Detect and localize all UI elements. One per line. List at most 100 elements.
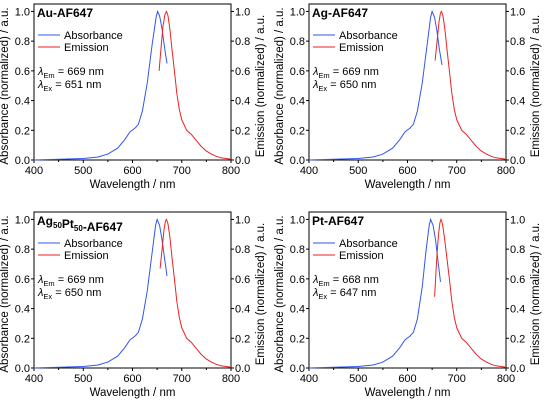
y-right-tick-label: 0.2 (510, 333, 525, 345)
y-left-tick-label: 0.4 (290, 304, 305, 316)
y-right-tick-label: 0.8 (235, 244, 250, 256)
x-tick-label: 400 (300, 373, 318, 385)
y-left-tick-label: 0.2 (15, 125, 30, 137)
x-tick-label: 500 (349, 165, 367, 177)
y-right-tick-label: 1.0 (510, 6, 525, 18)
y-right-tick-label: 0.8 (510, 244, 525, 256)
y-left-tick-label: 0.6 (290, 66, 305, 78)
y-axis-label-left: Absorbance (normalized) / a.u. (274, 7, 286, 164)
panel-title: Pt-AF647 (312, 214, 364, 228)
lambda-ex-annotation: λEx = 651 nm (37, 79, 101, 93)
x-tick-label: 400 (300, 165, 318, 177)
y-axis-label-left: Absorbance (normalized) / a.u. (0, 7, 11, 164)
y-left-tick-label: 0.8 (15, 244, 30, 256)
y-left-tick-label: 0.4 (290, 96, 305, 108)
legend-label-emission: Emission (64, 42, 109, 54)
series-line-absorbance (33, 217, 168, 369)
y-left-tick-label: 0.0 (290, 155, 305, 167)
y-axis-label-right: Emission (normalized) / a.u. (530, 223, 542, 366)
lambda-em-annotation: λEm = 669 nm (37, 274, 104, 288)
x-tick-label: 700 (173, 373, 191, 385)
series-line-absorbance (308, 9, 443, 161)
x-tick-label: 600 (398, 373, 416, 385)
legend-label-emission: Emission (339, 250, 384, 262)
y-right-tick-label: 1.0 (510, 214, 525, 226)
y-left-tick-label: 0.4 (15, 304, 30, 316)
y-axis-label-right: Emission (normalized) / a.u. (530, 15, 542, 158)
y-axis-label-left: Absorbance (normalized) / a.u. (0, 215, 11, 372)
x-tick-label: 700 (173, 165, 191, 177)
series-line-absorbance (33, 9, 168, 161)
x-tick-label: 600 (123, 373, 141, 385)
y-right-tick-label: 0.6 (510, 274, 525, 286)
lambda-em-annotation: λEm = 669 nm (37, 66, 104, 80)
y-right-tick-label: 0.4 (235, 96, 250, 108)
y-left-tick-label: 0.6 (15, 274, 30, 286)
y-left-tick-label: 0.2 (290, 333, 305, 345)
y-axis-label-right: Emission (normalized) / a.u. (255, 223, 267, 366)
lambda-ex-annotation: λEx = 647 nm (312, 287, 376, 301)
y-left-tick-label: 0.2 (15, 333, 30, 345)
y-axis-label-right: Emission (normalized) / a.u. (255, 15, 267, 158)
x-tick-label: 600 (398, 165, 416, 177)
lambda-em-annotation: λEm = 668 nm (312, 274, 379, 288)
y-right-tick-label: 0.4 (510, 96, 525, 108)
series-line-emission (159, 218, 232, 368)
y-right-tick-label: 0.8 (235, 36, 250, 48)
y-left-tick-label: 0.8 (290, 244, 305, 256)
panel-title: Ag50Pt50-AF647 (37, 214, 123, 234)
y-left-tick-label: 0.0 (290, 363, 305, 375)
x-tick-label: 700 (448, 373, 466, 385)
y-right-tick-label: 0.6 (235, 274, 250, 286)
x-axis-label: Wavelength / nm (365, 179, 451, 191)
y-right-tick-label: 0.8 (510, 36, 525, 48)
x-tick-label: 800 (497, 373, 515, 385)
y-left-tick-label: 0.2 (290, 125, 305, 137)
y-right-tick-label: 0.2 (235, 333, 250, 345)
y-left-tick-label: 0.4 (15, 96, 30, 108)
x-axis-label: Wavelength / nm (365, 387, 451, 399)
y-right-tick-label: 0.2 (235, 125, 250, 137)
legend-label-absorbance: Absorbance (339, 238, 398, 250)
panel-title: Au-AF647 (37, 6, 93, 20)
legend-label-emission: Emission (339, 42, 384, 54)
y-right-tick-label: 0.6 (510, 66, 525, 78)
x-tick-label: 800 (222, 373, 240, 385)
x-tick-label: 400 (25, 373, 43, 385)
series-line-emission (158, 10, 232, 160)
legend-label-absorbance: Absorbance (339, 30, 398, 42)
x-axis-label: Wavelength / nm (90, 387, 176, 399)
x-tick-label: 500 (74, 165, 92, 177)
y-right-tick-label: 1.0 (235, 214, 250, 226)
y-right-tick-label: 0.0 (510, 155, 525, 167)
y-left-tick-label: 0.0 (15, 155, 30, 167)
y-right-tick-label: 0.4 (235, 304, 250, 316)
y-right-tick-label: 0.0 (235, 155, 250, 167)
y-left-tick-label: 0.0 (15, 363, 30, 375)
y-left-tick-label: 1.0 (15, 6, 30, 18)
x-tick-label: 400 (25, 165, 43, 177)
lambda-ex-annotation: λEx = 650 nm (37, 287, 101, 301)
y-left-tick-label: 1.0 (290, 214, 305, 226)
x-tick-label: 500 (74, 373, 92, 385)
x-tick-label: 700 (448, 165, 466, 177)
y-right-tick-label: 0.0 (510, 363, 525, 375)
y-left-tick-label: 0.8 (15, 36, 30, 48)
y-left-tick-label: 0.6 (290, 274, 305, 286)
y-right-tick-label: 0.4 (510, 304, 525, 316)
series-line-emission (434, 10, 507, 160)
x-tick-label: 500 (349, 373, 367, 385)
y-right-tick-label: 0.6 (235, 66, 250, 78)
y-left-tick-label: 1.0 (290, 6, 305, 18)
y-left-tick-label: 0.6 (15, 66, 30, 78)
x-tick-label: 600 (123, 165, 141, 177)
y-axis-label-left: Absorbance (normalized) / a.u. (274, 215, 286, 372)
legend-label-absorbance: Absorbance (64, 238, 123, 250)
x-axis-label: Wavelength / nm (90, 179, 176, 191)
series-line-emission (434, 217, 507, 368)
